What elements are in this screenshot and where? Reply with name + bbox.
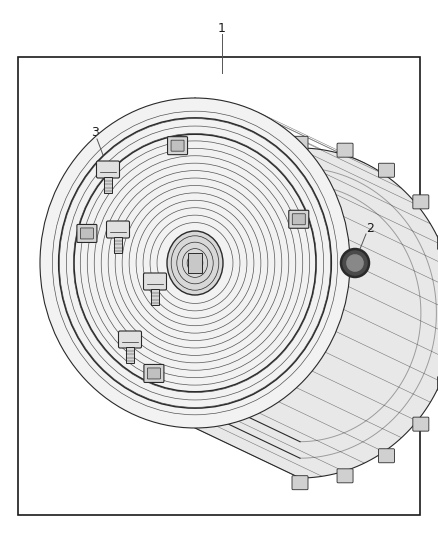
FancyBboxPatch shape: [378, 163, 395, 177]
FancyBboxPatch shape: [289, 210, 309, 228]
Bar: [126, 346, 134, 362]
FancyBboxPatch shape: [144, 273, 166, 290]
Ellipse shape: [341, 249, 369, 277]
Polygon shape: [195, 98, 438, 478]
Ellipse shape: [40, 98, 350, 428]
Bar: [188, 253, 202, 273]
FancyBboxPatch shape: [337, 143, 353, 157]
FancyBboxPatch shape: [106, 221, 130, 238]
FancyBboxPatch shape: [337, 469, 353, 483]
FancyBboxPatch shape: [81, 228, 93, 239]
Bar: [151, 288, 159, 304]
FancyBboxPatch shape: [96, 161, 120, 178]
FancyBboxPatch shape: [119, 331, 141, 348]
FancyBboxPatch shape: [292, 136, 308, 150]
Ellipse shape: [167, 231, 223, 295]
FancyBboxPatch shape: [148, 368, 160, 379]
Ellipse shape: [347, 255, 363, 271]
Bar: [114, 237, 122, 253]
FancyBboxPatch shape: [168, 136, 187, 155]
Bar: [18, 57, 420, 515]
Bar: [104, 176, 112, 192]
FancyBboxPatch shape: [292, 475, 308, 490]
FancyBboxPatch shape: [292, 214, 305, 225]
FancyBboxPatch shape: [413, 195, 429, 209]
Text: 1: 1: [218, 21, 226, 35]
Text: 3: 3: [91, 126, 99, 140]
Text: 2: 2: [366, 222, 374, 235]
FancyBboxPatch shape: [378, 449, 395, 463]
FancyBboxPatch shape: [144, 365, 164, 383]
FancyBboxPatch shape: [77, 224, 97, 243]
FancyBboxPatch shape: [171, 140, 184, 151]
FancyBboxPatch shape: [413, 417, 429, 431]
